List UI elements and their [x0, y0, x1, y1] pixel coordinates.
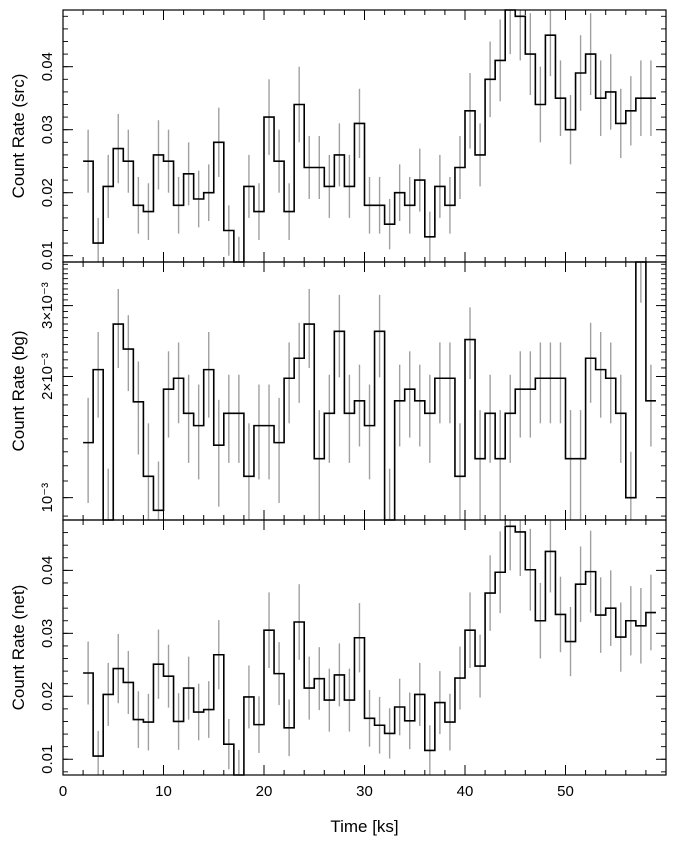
bg-step-line — [83, 261, 656, 521]
src-y-axis-label: Count Rate (src) — [9, 74, 28, 199]
net-step-line — [83, 525, 656, 776]
src-panel: 0.01 0.02 0.03 0.04 Count Rate (src) — [9, 9, 667, 270]
bg-panel: 10⁻³ 2×10⁻³ 3×10⁻³ Count Rate (bg) — [9, 261, 667, 521]
x-tick-label: 30 — [356, 783, 373, 800]
bg-errorbars — [87, 262, 652, 520]
bg-ticks: 10⁻³ 2×10⁻³ 3×10⁻³ — [39, 262, 667, 520]
bg-ytick-label: 2×10⁻³ — [39, 353, 56, 400]
net-step-path — [83, 525, 656, 776]
x-axis-label: Time [ks] — [330, 817, 398, 836]
src-ytick-label: 0.03 — [39, 115, 56, 144]
bg-ytick-label: 3×10⁻³ — [39, 282, 56, 329]
net-frame — [62, 519, 667, 776]
src-ticks: 0.01 0.02 0.03 0.04 — [39, 10, 667, 270]
x-tick-label: 50 — [557, 783, 574, 800]
bg-y-axis-label: Count Rate (bg) — [9, 331, 28, 452]
x-tick-label: 0 — [59, 783, 67, 800]
net-ytick-label: 0.03 — [39, 619, 56, 648]
bg-ytick-label: 10⁻³ — [39, 483, 56, 513]
net-panel: 0.01 0.02 0.03 0.04 0 10 20 30 40 50 Count Rate (… — [9, 519, 667, 800]
src-ytick-label: 0.04 — [39, 52, 56, 81]
src-ytick-label: 0.02 — [39, 178, 56, 207]
x-tick-label: 10 — [155, 783, 172, 800]
net-ytick-label: 0.02 — [39, 682, 56, 711]
x-tick-label: 20 — [256, 783, 273, 800]
net-y-axis-label: Count Rate (net) — [9, 585, 28, 711]
bg-step-path — [83, 261, 656, 521]
net-ytick-label: 0.04 — [39, 556, 56, 585]
src-step-line — [83, 9, 656, 263]
src-ytick-label: 0.01 — [39, 241, 56, 270]
net-ytick-label: 0.01 — [39, 745, 56, 774]
src-step-path — [83, 9, 656, 263]
x-tick-label: 40 — [457, 783, 474, 800]
